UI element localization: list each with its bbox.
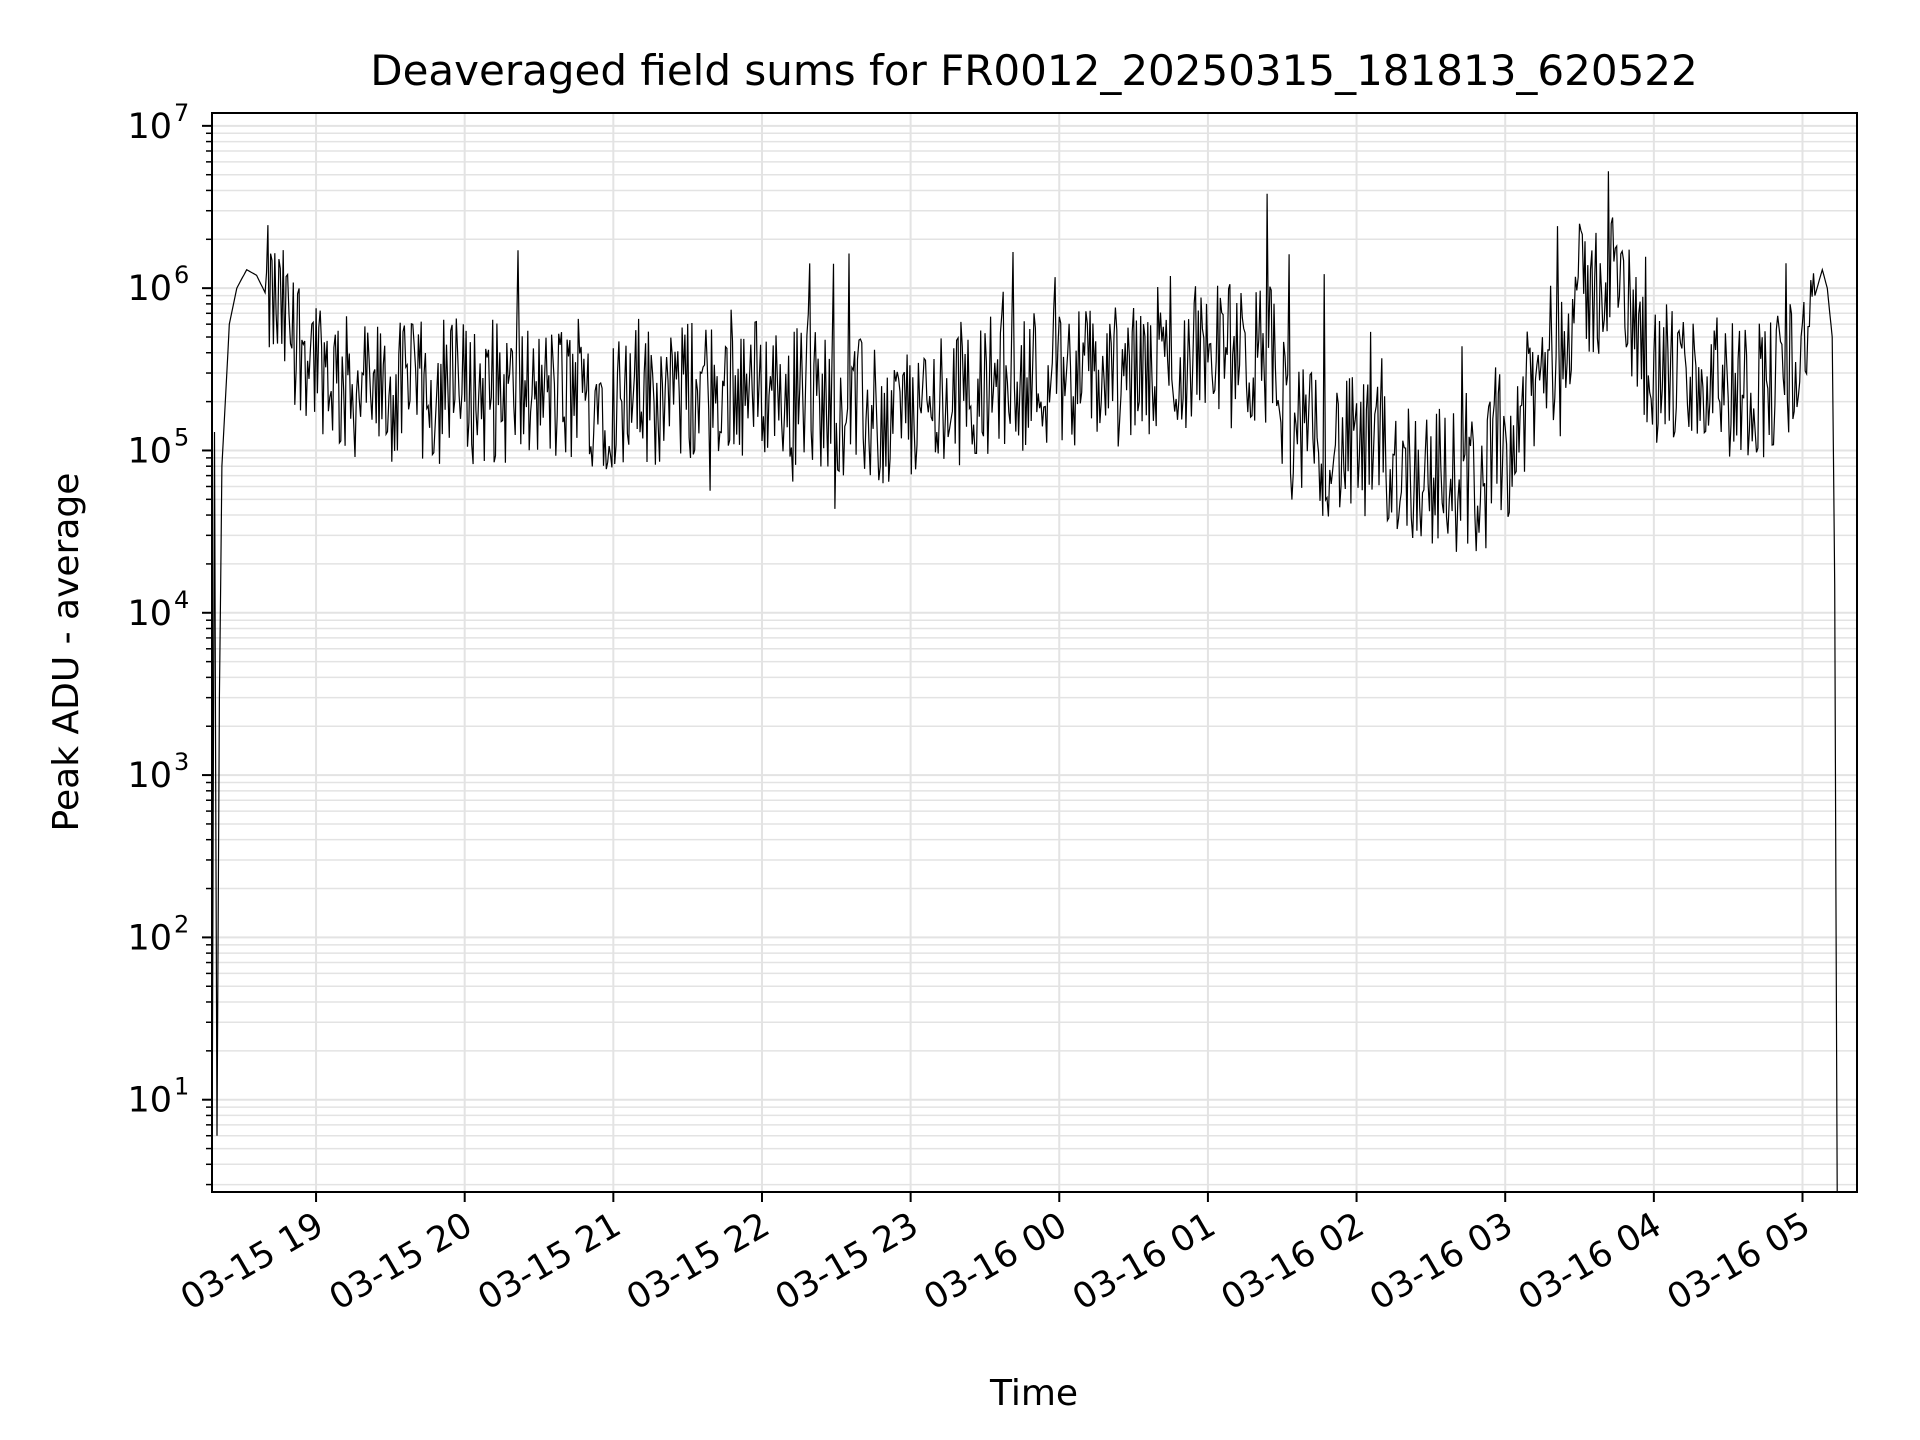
x-tick-label: 03-16 01 [1066, 1205, 1222, 1318]
x-tick-label: 03-16 02 [1215, 1205, 1371, 1318]
x-tick-label: 03-16 03 [1363, 1205, 1519, 1318]
series-line [212, 171, 1838, 1192]
y-tick-label: 10 [127, 269, 172, 309]
y-tick-label: 10 [127, 918, 172, 958]
y-tick-exponent: 1 [174, 1073, 189, 1101]
y-tick-exponent: 6 [174, 261, 189, 289]
chart-title: Deaveraged field sums for FR0012_2025031… [370, 46, 1698, 95]
y-tick-exponent: 5 [174, 423, 189, 451]
y-axis-label: Peak ADU - average [46, 473, 87, 832]
y-tick-exponent: 3 [174, 748, 189, 776]
y-tick-label: 10 [127, 107, 172, 147]
y-tick-exponent: 2 [174, 910, 189, 938]
x-tick-label: 03-15 22 [620, 1205, 776, 1318]
x-tick-label: 03-15 21 [472, 1205, 628, 1318]
x-tick-label: 03-15 20 [323, 1205, 479, 1318]
plot-area [212, 171, 1838, 1192]
x-tick-label: 03-15 23 [769, 1205, 925, 1318]
y-tick-label: 10 [127, 756, 172, 796]
y-tick-exponent: 4 [174, 586, 189, 614]
grid-lines [212, 113, 1857, 1192]
x-tick-label: 03-16 05 [1661, 1205, 1817, 1318]
x-axis-label: Time [989, 1373, 1078, 1414]
y-tick-label: 10 [127, 1081, 172, 1121]
y-tick-exponent: 7 [174, 99, 189, 127]
x-tick-label: 03-16 04 [1512, 1205, 1668, 1318]
y-tick-label: 10 [127, 594, 172, 634]
y-tick-label: 10 [127, 431, 172, 471]
x-tick-label: 03-15 19 [174, 1205, 330, 1318]
plot-frame [211, 112, 1858, 1193]
x-tick-label: 03-16 00 [917, 1205, 1073, 1318]
